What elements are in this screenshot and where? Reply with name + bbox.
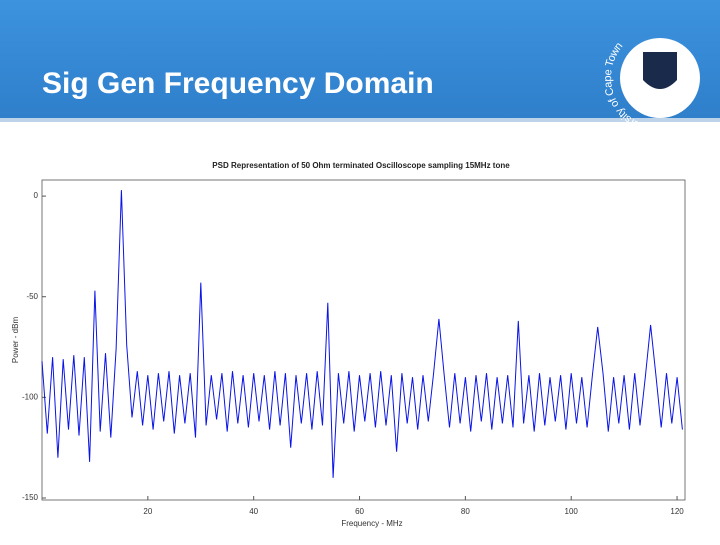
logo: University of Cape Town bbox=[602, 38, 700, 136]
x-tick-label: 60 bbox=[355, 507, 364, 516]
spectrum-line bbox=[41, 190, 683, 478]
header-rule bbox=[0, 118, 720, 122]
x-tick-label: 120 bbox=[670, 507, 684, 516]
y-axis-label: Power - dBm bbox=[11, 317, 20, 364]
plot-frame bbox=[41, 179, 686, 501]
x-tick-label: 40 bbox=[249, 507, 258, 516]
x-tick-label: 20 bbox=[143, 507, 152, 516]
y-tick-label: -50 bbox=[26, 292, 38, 301]
slide-title: Sig Gen Frequency Domain bbox=[42, 67, 434, 100]
x-axis-label: Frequency - MHz bbox=[341, 519, 402, 528]
chart-title: PSD Representation of 50 Ohm terminated … bbox=[212, 161, 510, 170]
header-bar bbox=[0, 0, 720, 118]
y-tick-label: -100 bbox=[22, 392, 39, 401]
y-tick-label: 0 bbox=[34, 191, 39, 200]
logo-shield bbox=[643, 52, 677, 89]
x-tick-label: 80 bbox=[461, 507, 470, 516]
x-tick-label: 100 bbox=[565, 507, 579, 516]
y-tick-label: -150 bbox=[22, 493, 39, 502]
